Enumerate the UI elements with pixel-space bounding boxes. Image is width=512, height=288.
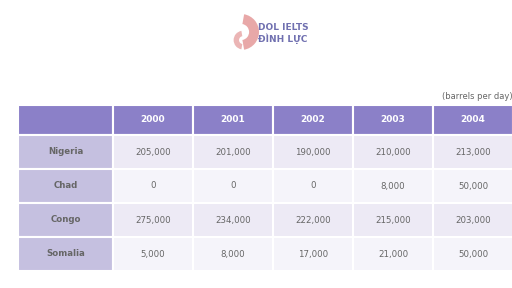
Wedge shape — [242, 14, 259, 50]
Text: 201,000: 201,000 — [215, 147, 251, 156]
Text: 222,000: 222,000 — [295, 215, 331, 225]
FancyBboxPatch shape — [193, 105, 273, 135]
FancyBboxPatch shape — [433, 135, 512, 169]
FancyBboxPatch shape — [433, 169, 512, 203]
Text: 205,000: 205,000 — [135, 147, 171, 156]
Text: Somalia: Somalia — [46, 249, 85, 259]
FancyBboxPatch shape — [18, 105, 113, 135]
FancyBboxPatch shape — [113, 169, 193, 203]
FancyBboxPatch shape — [113, 203, 193, 237]
Text: 50,000: 50,000 — [458, 181, 488, 190]
Text: 2000: 2000 — [141, 115, 165, 124]
Text: 0: 0 — [310, 181, 316, 190]
FancyBboxPatch shape — [113, 135, 193, 169]
Text: 21,000: 21,000 — [378, 249, 408, 259]
FancyBboxPatch shape — [193, 237, 273, 271]
Text: 2003: 2003 — [380, 115, 406, 124]
Text: 210,000: 210,000 — [375, 147, 411, 156]
Text: Chad: Chad — [53, 181, 78, 190]
Text: 2001: 2001 — [221, 115, 245, 124]
Text: 275,000: 275,000 — [135, 215, 171, 225]
FancyBboxPatch shape — [193, 203, 273, 237]
Text: 2002: 2002 — [301, 115, 325, 124]
FancyBboxPatch shape — [353, 237, 433, 271]
FancyBboxPatch shape — [18, 135, 113, 169]
FancyBboxPatch shape — [193, 169, 273, 203]
FancyBboxPatch shape — [353, 203, 433, 237]
FancyBboxPatch shape — [18, 169, 113, 203]
FancyBboxPatch shape — [433, 105, 512, 135]
Text: 234,000: 234,000 — [215, 215, 251, 225]
FancyBboxPatch shape — [353, 169, 433, 203]
FancyBboxPatch shape — [273, 135, 353, 169]
Text: 2004: 2004 — [461, 115, 485, 124]
Text: 215,000: 215,000 — [375, 215, 411, 225]
Text: Nigeria: Nigeria — [48, 147, 83, 156]
FancyBboxPatch shape — [433, 237, 512, 271]
Text: Congo: Congo — [50, 215, 81, 225]
Text: (barrels per day): (barrels per day) — [442, 92, 512, 101]
FancyBboxPatch shape — [193, 135, 273, 169]
FancyBboxPatch shape — [113, 105, 193, 135]
Text: ĐÌNH LỰC: ĐÌNH LỰC — [259, 34, 308, 44]
FancyBboxPatch shape — [273, 169, 353, 203]
FancyBboxPatch shape — [433, 203, 512, 237]
Text: 8,000: 8,000 — [221, 249, 245, 259]
FancyBboxPatch shape — [353, 135, 433, 169]
Text: 0: 0 — [150, 181, 156, 190]
Text: 5,000: 5,000 — [141, 249, 165, 259]
Text: 203,000: 203,000 — [455, 215, 491, 225]
Text: 0: 0 — [230, 181, 236, 190]
FancyBboxPatch shape — [273, 203, 353, 237]
FancyBboxPatch shape — [353, 105, 433, 135]
Text: 50,000: 50,000 — [458, 249, 488, 259]
Text: 8,000: 8,000 — [381, 181, 406, 190]
FancyBboxPatch shape — [18, 237, 113, 271]
FancyBboxPatch shape — [273, 105, 353, 135]
Text: 17,000: 17,000 — [298, 249, 328, 259]
Text: DOL IELTS: DOL IELTS — [259, 22, 309, 31]
Wedge shape — [233, 31, 242, 49]
FancyBboxPatch shape — [273, 237, 353, 271]
Text: 213,000: 213,000 — [455, 147, 491, 156]
FancyBboxPatch shape — [18, 203, 113, 237]
FancyBboxPatch shape — [113, 237, 193, 271]
Text: 190,000: 190,000 — [295, 147, 331, 156]
